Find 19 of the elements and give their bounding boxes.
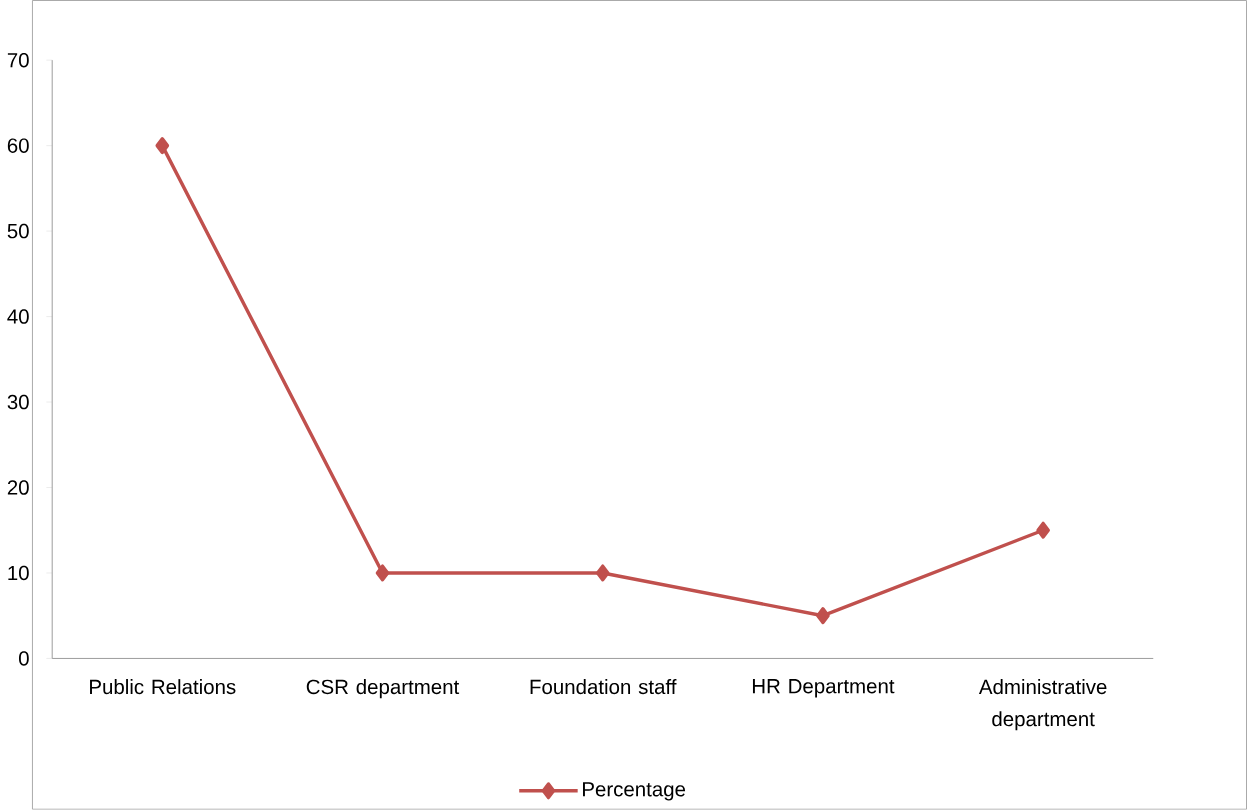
y-tick-label: 0 bbox=[19, 651, 29, 666]
y-tick-label: 60 bbox=[7, 138, 29, 154]
x-tick-label: Public Relations bbox=[90, 679, 236, 695]
x-tick-label: HR Department bbox=[752, 679, 895, 698]
x-tick-label: Administrative department bbox=[978, 679, 1107, 731]
x-tick-label: CSR department bbox=[306, 679, 460, 699]
x-tick-label: Foundation staff bbox=[530, 679, 677, 695]
y-tick-label: 50 bbox=[7, 224, 29, 239]
point bbox=[375, 564, 390, 582]
legend-label: Percentage bbox=[583, 782, 686, 801]
y-tick-label: 30 bbox=[7, 394, 29, 410]
point bbox=[595, 564, 610, 582]
y-tick-label: 10 bbox=[8, 565, 29, 581]
y-tick-label: 20 bbox=[7, 480, 29, 495]
point bbox=[1036, 521, 1050, 539]
y-tick-label: 40 bbox=[7, 309, 29, 324]
point bbox=[816, 607, 830, 625]
point bbox=[155, 137, 170, 155]
y-tick-label: 70 bbox=[7, 53, 29, 68]
